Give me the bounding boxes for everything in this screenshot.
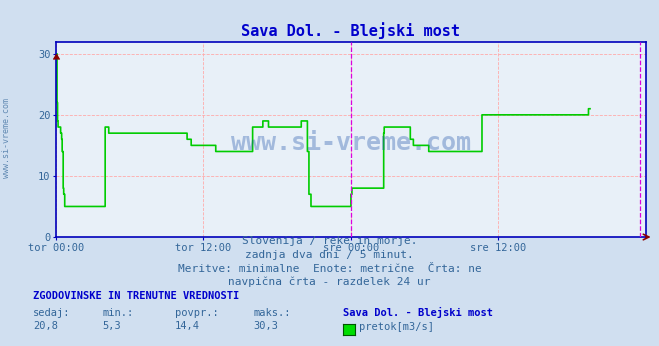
Text: www.si-vreme.com: www.si-vreme.com <box>2 98 11 179</box>
Text: 14,4: 14,4 <box>175 321 200 331</box>
Text: sedaj:: sedaj: <box>33 308 71 318</box>
Text: maks.:: maks.: <box>254 308 291 318</box>
Text: povpr.:: povpr.: <box>175 308 218 318</box>
Text: navpična črta - razdelek 24 ur: navpična črta - razdelek 24 ur <box>228 277 431 288</box>
Text: 20,8: 20,8 <box>33 321 58 331</box>
Text: ZGODOVINSKE IN TRENUTNE VREDNOSTI: ZGODOVINSKE IN TRENUTNE VREDNOSTI <box>33 291 239 301</box>
Text: 30,3: 30,3 <box>254 321 279 331</box>
Text: www.si-vreme.com: www.si-vreme.com <box>231 131 471 155</box>
Text: Slovenija / reke in morje.: Slovenija / reke in morje. <box>242 236 417 246</box>
Title: Sava Dol. - Blejski most: Sava Dol. - Blejski most <box>241 22 461 39</box>
Text: Meritve: minimalne  Enote: metrične  Črta: ne: Meritve: minimalne Enote: metrične Črta:… <box>178 264 481 274</box>
Text: 5,3: 5,3 <box>102 321 121 331</box>
Text: Sava Dol. - Blejski most: Sava Dol. - Blejski most <box>343 307 493 318</box>
Text: pretok[m3/s]: pretok[m3/s] <box>359 322 434 333</box>
Text: zadnja dva dni / 5 minut.: zadnja dva dni / 5 minut. <box>245 250 414 260</box>
Text: min.:: min.: <box>102 308 133 318</box>
